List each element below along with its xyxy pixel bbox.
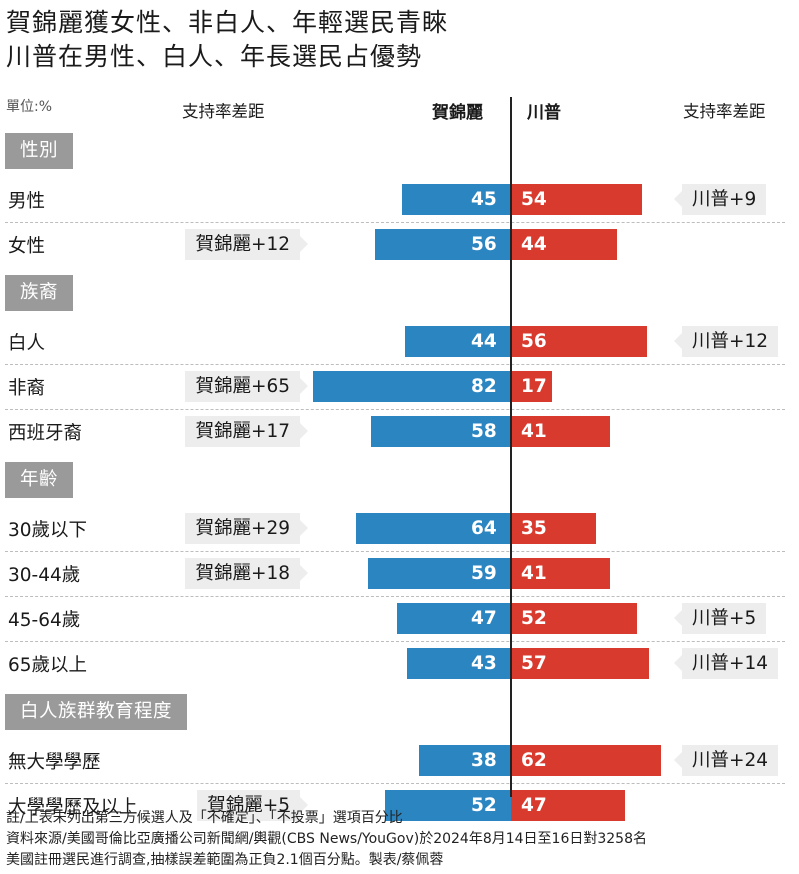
trump-value: 17 — [521, 376, 547, 397]
trump-bar — [511, 416, 611, 447]
margin-callout: 川普+24 — [673, 745, 779, 776]
trump-header: 川普 — [527, 103, 561, 123]
row-label: 非裔 — [8, 378, 46, 399]
margin-callout: 賀錦麗+17 — [185, 416, 308, 447]
section-header: 年齡 — [5, 462, 74, 498]
trump-value: 62 — [521, 750, 547, 771]
margin-callout: 川普+14 — [673, 648, 779, 679]
row-divider — [5, 596, 785, 597]
row-label: 65歲以上 — [8, 655, 88, 676]
margin-header-left: 支持率差距 — [182, 102, 265, 121]
harris-bar — [385, 790, 511, 821]
harris-value: 58 — [471, 421, 497, 442]
harris-bar — [356, 513, 511, 544]
margin-callout: 賀錦麗+12 — [185, 229, 308, 260]
harris-value: 82 — [471, 376, 497, 397]
harris-bar — [375, 229, 511, 260]
harris-header: 賀錦麗 — [432, 103, 483, 123]
margin-callout: 川普+5 — [673, 603, 767, 634]
chart-title-line-1: 賀錦麗獲女性、非白人、年輕選民青睞 — [6, 8, 449, 37]
harris-bar — [368, 558, 511, 589]
row-divider — [5, 409, 785, 410]
harris-value: 52 — [471, 795, 497, 816]
harris-bar — [312, 371, 511, 402]
row-label: 30-44歲 — [8, 565, 81, 586]
section-header: 族裔 — [5, 275, 74, 311]
footnote: 註/上表未列出第三方候選人及「不確定」、「不投票」選項百分比 — [6, 810, 403, 826]
center-axis — [510, 97, 512, 797]
trump-value: 52 — [521, 608, 547, 629]
harris-value: 59 — [471, 563, 497, 584]
harris-value: 64 — [471, 518, 497, 539]
row-divider — [5, 783, 785, 784]
section-header: 性別 — [5, 133, 74, 169]
row-divider — [5, 364, 785, 365]
trump-bar — [511, 371, 553, 402]
row-label: 45-64歲 — [8, 610, 81, 631]
row-label: 大學學歷及以上 — [8, 797, 138, 818]
harris-bar — [370, 416, 511, 447]
row-divider — [5, 641, 785, 642]
margin-callout: 賀錦麗+5 — [197, 790, 308, 821]
harris-value: 56 — [471, 234, 497, 255]
trump-value: 41 — [521, 563, 547, 584]
trump-bar — [511, 558, 611, 589]
trump-bar — [511, 603, 637, 634]
trump-value: 35 — [521, 518, 547, 539]
row-label: 男性 — [8, 191, 46, 212]
trump-value: 47 — [521, 795, 547, 816]
row-divider — [5, 551, 785, 552]
source-note-cont: 美國註冊選民進行調查,抽樣誤差範圍為正負2.1個百分點。製表/蔡佩蓉 — [6, 852, 444, 868]
margin-header-right: 支持率差距 — [683, 102, 766, 121]
unit-label: 單位:% — [6, 99, 53, 115]
margin-callout: 川普+9 — [673, 184, 767, 215]
section-header: 白人族群教育程度 — [5, 694, 188, 730]
harris-bar — [402, 184, 511, 215]
harris-value: 45 — [471, 189, 497, 210]
source-note: 資料來源/美國哥倫比亞廣播公司新聞網/輿觀(CBS News/YouGov)於2… — [6, 831, 647, 847]
harris-value: 38 — [471, 750, 497, 771]
margin-callout: 賀錦麗+65 — [185, 371, 308, 402]
trump-bar — [511, 648, 649, 679]
row-divider — [5, 222, 785, 223]
row-label: 西班牙裔 — [8, 423, 83, 444]
harris-bar — [406, 648, 511, 679]
trump-bar — [511, 790, 625, 821]
trump-bar — [511, 745, 662, 776]
trump-bar — [511, 326, 647, 357]
trump-value: 56 — [521, 331, 547, 352]
row-label: 30歲以下 — [8, 520, 88, 541]
trump-bar — [511, 513, 596, 544]
trump-bar — [511, 229, 618, 260]
harris-bar — [404, 326, 511, 357]
margin-callout: 川普+12 — [673, 326, 779, 357]
margin-callout: 賀錦麗+18 — [185, 558, 308, 589]
harris-bar — [397, 603, 511, 634]
trump-value: 54 — [521, 189, 547, 210]
trump-value: 44 — [521, 234, 547, 255]
row-label: 女性 — [8, 236, 46, 257]
harris-value: 43 — [471, 653, 497, 674]
harris-value: 44 — [471, 331, 497, 352]
trump-value: 57 — [521, 653, 547, 674]
harris-bar — [419, 745, 511, 776]
row-label: 無大學學歷 — [8, 752, 101, 773]
trump-value: 41 — [521, 421, 547, 442]
row-label: 白人 — [8, 333, 46, 354]
trump-bar — [511, 184, 642, 215]
chart-title-line-2: 川普在男性、白人、年長選民占優勢 — [6, 42, 423, 71]
harris-value: 47 — [471, 608, 497, 629]
margin-callout: 賀錦麗+29 — [185, 513, 308, 544]
